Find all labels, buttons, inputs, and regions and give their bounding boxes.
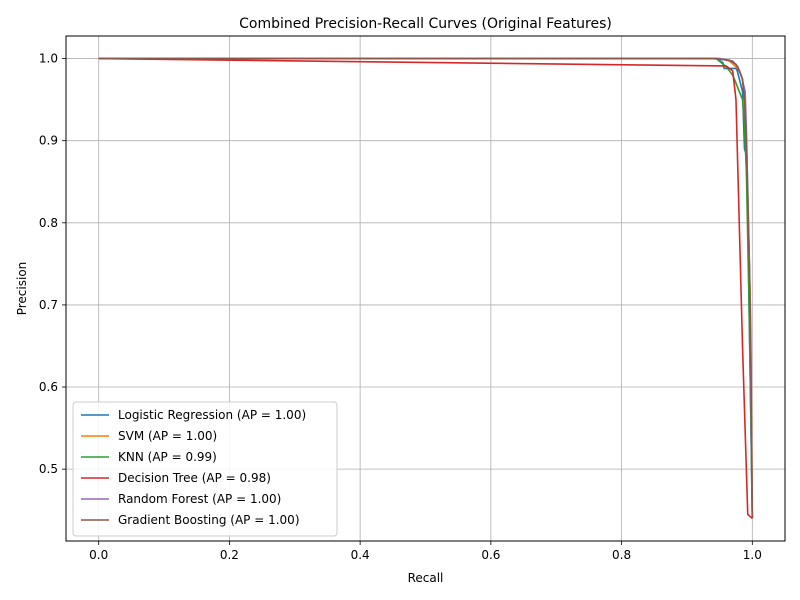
- y-tick-label: 1.0: [39, 52, 58, 66]
- axis-ticks: 0.0 0.2 0.4 0.6 0.8 1.0 0.5 0.6 0.7 0.8 0.9 1.0: [39, 52, 762, 562]
- x-tick-label: 0.4: [351, 548, 370, 562]
- legend-entry: Logistic Regression (AP = 1.00): [118, 408, 306, 422]
- x-tick-label: 0.2: [220, 548, 239, 562]
- legend: Logistic Regression (AP = 1.00) SVM (AP =…: [72, 401, 338, 537]
- legend-entry: Random Forest (AP = 1.00): [118, 492, 281, 506]
- x-tick-label: 1.0: [743, 548, 762, 562]
- legend-entry: Gradient Boosting (AP = 1.00): [118, 513, 300, 527]
- series-lines: [98, 57, 754, 520]
- series-line-5: [98, 57, 754, 519]
- x-axis-label: Recall: [408, 571, 444, 585]
- y-axis-label: Precision: [15, 262, 29, 316]
- legend-entry: KNN (AP = 0.99): [118, 450, 217, 464]
- y-tick-label: 0.7: [39, 298, 58, 312]
- y-tick-label: 0.5: [39, 462, 58, 476]
- y-tick-label: 0.8: [39, 216, 58, 230]
- x-tick-label: 0.0: [89, 548, 108, 562]
- x-tick-label: 0.6: [481, 548, 500, 562]
- series-line-3: [98, 57, 753, 520]
- y-tick-label: 0.9: [39, 134, 58, 148]
- legend-entry: Decision Tree (AP = 0.98): [118, 471, 271, 485]
- plot-frame: [65, 35, 786, 542]
- legend-entry: SVM (AP = 1.00): [118, 429, 217, 443]
- y-tick-label: 0.6: [39, 380, 58, 394]
- x-tick-label: 0.8: [612, 548, 631, 562]
- chart-title: Combined Precision-Recall Curves (Origin…: [239, 16, 612, 32]
- legend-box: [72, 401, 338, 537]
